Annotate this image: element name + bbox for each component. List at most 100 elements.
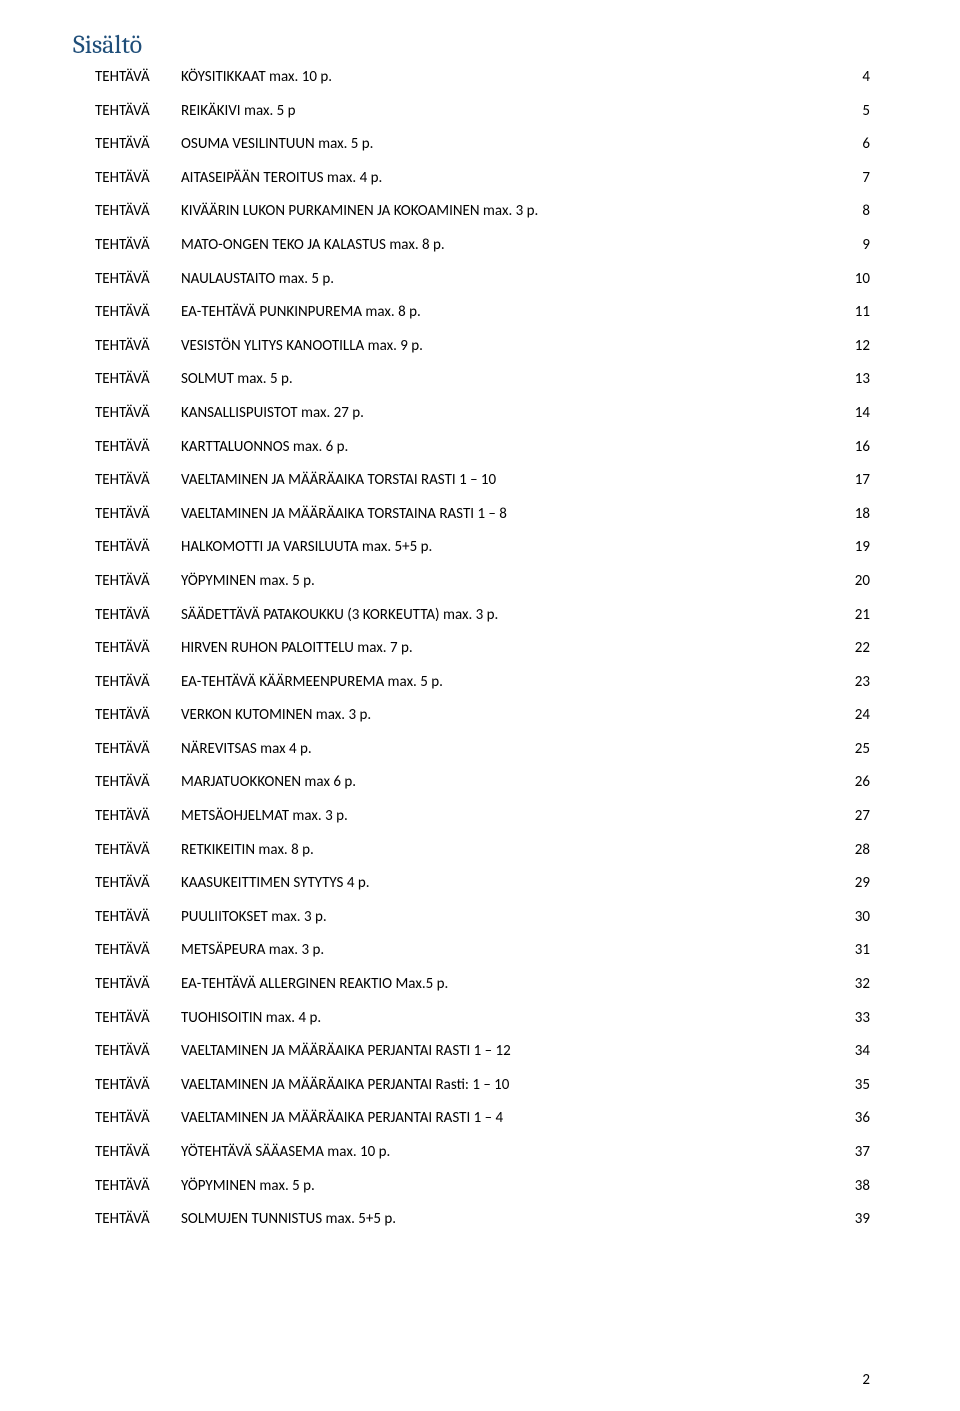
toc-row[interactable]: TEHTÄVÄYÖPYMINEN max. 5 p. 20 bbox=[95, 574, 870, 589]
toc-page: 32 bbox=[846, 977, 870, 992]
toc-label: TEHTÄVÄ bbox=[95, 339, 181, 354]
toc-row[interactable]: TEHTÄVÄTUOHISOITIN max. 4 p.33 bbox=[95, 1011, 870, 1026]
toc-row[interactable]: TEHTÄVÄVAELTAMINEN JA MÄÄRÄAIKA TORSTAIN… bbox=[95, 507, 870, 522]
toc-row[interactable]: TEHTÄVÄVAELTAMINEN JA MÄÄRÄAIKA PERJANTA… bbox=[95, 1044, 870, 1059]
toc-page: 29 bbox=[846, 876, 870, 891]
toc-label: TEHTÄVÄ bbox=[95, 204, 181, 219]
toc-label: TEHTÄVÄ bbox=[95, 675, 181, 690]
toc-page: 6 bbox=[846, 137, 870, 152]
toc-row[interactable]: TEHTÄVÄVESISTÖN YLITYS KANOOTILLA max. 9… bbox=[95, 339, 870, 354]
toc-title: METSÄOHJELMAT max. 3 p. bbox=[181, 809, 348, 824]
toc-label: TEHTÄVÄ bbox=[95, 574, 181, 589]
toc-title: AITASEIPÄÄN TEROITUS max. 4 p. bbox=[181, 171, 382, 186]
toc-title: METSÄPEURA max. 3 p. bbox=[181, 943, 324, 958]
toc-page: 34 bbox=[846, 1044, 870, 1059]
toc-row[interactable]: TEHTÄVÄREIKÄKIVI max. 5 p5 bbox=[95, 104, 870, 119]
toc-label: TEHTÄVÄ bbox=[95, 171, 181, 186]
toc-label: TEHTÄVÄ bbox=[95, 1011, 181, 1026]
toc-title: VAELTAMINEN JA MÄÄRÄAIKA TORSTAI RASTI 1… bbox=[181, 473, 496, 488]
toc-row[interactable]: TEHTÄVÄVERKON KUTOMINEN max. 3 p.24 bbox=[95, 708, 870, 723]
toc-page: 21 bbox=[846, 608, 870, 623]
toc-label: TEHTÄVÄ bbox=[95, 70, 181, 85]
toc-row[interactable]: TEHTÄVÄEA-TEHTÄVÄ PUNKINPUREMA max. 8 p.… bbox=[95, 305, 870, 320]
toc-row[interactable]: TEHTÄVÄSOLMUT max. 5 p.13 bbox=[95, 372, 870, 387]
toc-label: TEHTÄVÄ bbox=[95, 708, 181, 723]
toc-title: MARJATUOKKONEN max 6 p. bbox=[181, 775, 356, 790]
toc-title: EA-TEHTÄVÄ PUNKINPUREMA max. 8 p. bbox=[181, 305, 421, 320]
toc-page: 14 bbox=[846, 406, 870, 421]
toc-title: HIRVEN RUHON PALOITTELU max. 7 p. bbox=[181, 641, 413, 656]
toc-row[interactable]: TEHTÄVÄHIRVEN RUHON PALOITTELU max. 7 p.… bbox=[95, 641, 870, 656]
toc-row[interactable]: TEHTÄVÄVAELTAMINEN JA MÄÄRÄAIKA PERJANTA… bbox=[95, 1078, 870, 1093]
toc-title: KARTTALUONNOS max. 6 p. bbox=[181, 440, 348, 455]
toc-label: TEHTÄVÄ bbox=[95, 473, 181, 488]
toc-page: 26 bbox=[846, 775, 870, 790]
toc-row[interactable]: TEHTÄVÄSÄÄDETTÄVÄ PATAKOUKKU (3 KORKEUTT… bbox=[95, 608, 870, 623]
toc-title: MATO-ONGEN TEKO JA KALASTUS max. 8 p. bbox=[181, 238, 445, 253]
toc-title: KAASUKEITTIMEN SYTYTYS 4 p. bbox=[181, 876, 370, 891]
toc-label: TEHTÄVÄ bbox=[95, 876, 181, 891]
toc-label: TEHTÄVÄ bbox=[95, 910, 181, 925]
toc-row[interactable]: TEHTÄVÄYÖTEHTÄVÄ SÄÄASEMA max. 10 p.37 bbox=[95, 1145, 870, 1160]
toc-page: 8 bbox=[846, 204, 870, 219]
toc-page: 17 bbox=[846, 473, 870, 488]
toc-page: 33 bbox=[846, 1011, 870, 1026]
toc-row[interactable]: TEHTÄVÄEA-TEHTÄVÄ KÄÄRMEENPUREMA max. 5 … bbox=[95, 675, 870, 690]
toc-row[interactable]: TEHTÄVÄVAELTAMINEN JA MÄÄRÄAIKA TORSTAI … bbox=[95, 473, 870, 488]
toc-row[interactable]: TEHTÄVÄMARJATUOKKONEN max 6 p. 26 bbox=[95, 775, 870, 790]
toc-label: TEHTÄVÄ bbox=[95, 238, 181, 253]
toc-row[interactable]: TEHTÄVÄKANSALLISPUISTOT max. 27 p.14 bbox=[95, 406, 870, 421]
toc-label: TEHTÄVÄ bbox=[95, 305, 181, 320]
toc-label: TEHTÄVÄ bbox=[95, 608, 181, 623]
toc-page: 35 bbox=[846, 1078, 870, 1093]
toc-row[interactable]: TEHTÄVÄRETKIKEITIN max. 8 p.28 bbox=[95, 843, 870, 858]
toc-row[interactable]: TEHTÄVÄVAELTAMINEN JA MÄÄRÄAIKA PERJANTA… bbox=[95, 1111, 870, 1126]
toc-label: TEHTÄVÄ bbox=[95, 272, 181, 287]
toc-row[interactable]: TEHTÄVÄOSUMA VESILINTUUN max. 5 p.6 bbox=[95, 137, 870, 152]
toc-row[interactable]: TEHTÄVÄMATO-ONGEN TEKO JA KALASTUS max. … bbox=[95, 238, 870, 253]
toc-title: PUULIITOKSET max. 3 p. bbox=[181, 910, 327, 925]
toc-page: 7 bbox=[846, 171, 870, 186]
toc-title: VAELTAMINEN JA MÄÄRÄAIKA PERJANTAI RASTI… bbox=[181, 1044, 511, 1059]
toc-row[interactable]: TEHTÄVÄKARTTALUONNOS max. 6 p.16 bbox=[95, 440, 870, 455]
toc-title: VAELTAMINEN JA MÄÄRÄAIKA TORSTAINA RASTI… bbox=[181, 507, 507, 522]
toc-page: 20 bbox=[846, 574, 870, 589]
toc-label: TEHTÄVÄ bbox=[95, 540, 181, 555]
toc-label: TEHTÄVÄ bbox=[95, 406, 181, 421]
toc-label: TEHTÄVÄ bbox=[95, 1044, 181, 1059]
toc-row[interactable]: TEHTÄVÄEA-TEHTÄVÄ ALLERGINEN REAKTIO Max… bbox=[95, 977, 870, 992]
toc-label: TEHTÄVÄ bbox=[95, 372, 181, 387]
toc-row[interactable]: TEHTÄVÄKÖYSITIKKAAT max. 10 p.4 bbox=[95, 70, 870, 85]
toc-page: 22 bbox=[846, 641, 870, 656]
toc-label: TEHTÄVÄ bbox=[95, 1145, 181, 1160]
toc-page: 30 bbox=[846, 910, 870, 925]
toc-title: RETKIKEITIN max. 8 p. bbox=[181, 843, 314, 858]
toc-page: 16 bbox=[846, 440, 870, 455]
toc-row[interactable]: TEHTÄVÄNAULAUSTAITO max. 5 p.10 bbox=[95, 272, 870, 287]
toc-label: TEHTÄVÄ bbox=[95, 742, 181, 757]
toc-row[interactable]: TEHTÄVÄMETSÄOHJELMAT max. 3 p.27 bbox=[95, 809, 870, 824]
toc-page: 38 bbox=[846, 1179, 870, 1194]
toc-title: SOLMUJEN TUNNISTUS max. 5+5 p. bbox=[181, 1212, 396, 1227]
toc-row[interactable]: TEHTÄVÄAITASEIPÄÄN TEROITUS max. 4 p. 7 bbox=[95, 171, 870, 186]
toc-label: TEHTÄVÄ bbox=[95, 104, 181, 119]
toc-row[interactable]: TEHTÄVÄHALKOMOTTI JA VARSILUUTA max. 5+5… bbox=[95, 540, 870, 555]
toc-label: TEHTÄVÄ bbox=[95, 507, 181, 522]
toc-row[interactable]: TEHTÄVÄPUULIITOKSET max. 3 p. 30 bbox=[95, 910, 870, 925]
toc-row[interactable]: TEHTÄVÄSOLMUJEN TUNNISTUS max. 5+5 p.39 bbox=[95, 1212, 870, 1227]
toc-label: TEHTÄVÄ bbox=[95, 775, 181, 790]
toc-page: 37 bbox=[846, 1145, 870, 1160]
toc-list: TEHTÄVÄKÖYSITIKKAAT max. 10 p.4TEHTÄVÄRE… bbox=[95, 70, 870, 1227]
toc-row[interactable]: TEHTÄVÄNÄREVITSAS max 4 p.25 bbox=[95, 742, 870, 757]
toc-label: TEHTÄVÄ bbox=[95, 1078, 181, 1093]
toc-title: KIVÄÄRIN LUKON PURKAMINEN JA KOKOAMINEN … bbox=[181, 204, 538, 219]
toc-row[interactable]: TEHTÄVÄKIVÄÄRIN LUKON PURKAMINEN JA KOKO… bbox=[95, 204, 870, 219]
toc-label: TEHTÄVÄ bbox=[95, 1111, 181, 1126]
toc-label: TEHTÄVÄ bbox=[95, 1212, 181, 1227]
toc-page: 9 bbox=[846, 238, 870, 253]
toc-row[interactable]: TEHTÄVÄKAASUKEITTIMEN SYTYTYS 4 p. 29 bbox=[95, 876, 870, 891]
toc-row[interactable]: TEHTÄVÄYÖPYMINEN max. 5 p.38 bbox=[95, 1179, 870, 1194]
toc-row[interactable]: TEHTÄVÄMETSÄPEURA max. 3 p.31 bbox=[95, 943, 870, 958]
toc-page: 27 bbox=[846, 809, 870, 824]
toc-title: YÖPYMINEN max. 5 p. bbox=[181, 574, 315, 589]
